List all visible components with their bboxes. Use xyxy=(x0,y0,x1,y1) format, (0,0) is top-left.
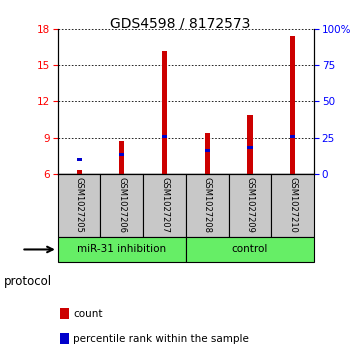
Bar xyxy=(186,174,229,237)
Text: control: control xyxy=(232,244,268,254)
Text: GSM1027208: GSM1027208 xyxy=(203,178,212,233)
Bar xyxy=(205,133,210,174)
Bar xyxy=(186,237,314,262)
Bar xyxy=(229,174,271,237)
Bar xyxy=(162,51,167,174)
Text: GSM1027205: GSM1027205 xyxy=(75,178,84,233)
Text: GSM1027206: GSM1027206 xyxy=(117,178,126,233)
Text: GSM1027207: GSM1027207 xyxy=(160,178,169,233)
Bar xyxy=(247,146,253,148)
Bar xyxy=(205,150,210,152)
Bar xyxy=(119,141,125,174)
Bar xyxy=(290,135,295,138)
Bar xyxy=(60,333,69,344)
Text: percentile rank within the sample: percentile rank within the sample xyxy=(73,334,249,344)
Text: GDS4598 / 8172573: GDS4598 / 8172573 xyxy=(110,16,251,30)
Bar xyxy=(162,135,167,138)
Bar xyxy=(58,174,100,237)
Bar xyxy=(143,174,186,237)
Bar xyxy=(119,153,125,156)
Bar xyxy=(271,174,314,237)
Bar xyxy=(77,170,82,174)
Bar xyxy=(58,237,186,262)
Bar xyxy=(60,309,69,319)
Bar xyxy=(100,174,143,237)
Bar xyxy=(247,115,253,174)
Text: count: count xyxy=(73,309,103,319)
Text: miR-31 inhibition: miR-31 inhibition xyxy=(77,244,166,254)
Text: GSM1027209: GSM1027209 xyxy=(245,178,255,233)
Text: GSM1027210: GSM1027210 xyxy=(288,178,297,233)
Text: protocol: protocol xyxy=(4,275,52,288)
Bar xyxy=(77,158,82,160)
Bar xyxy=(290,36,295,174)
